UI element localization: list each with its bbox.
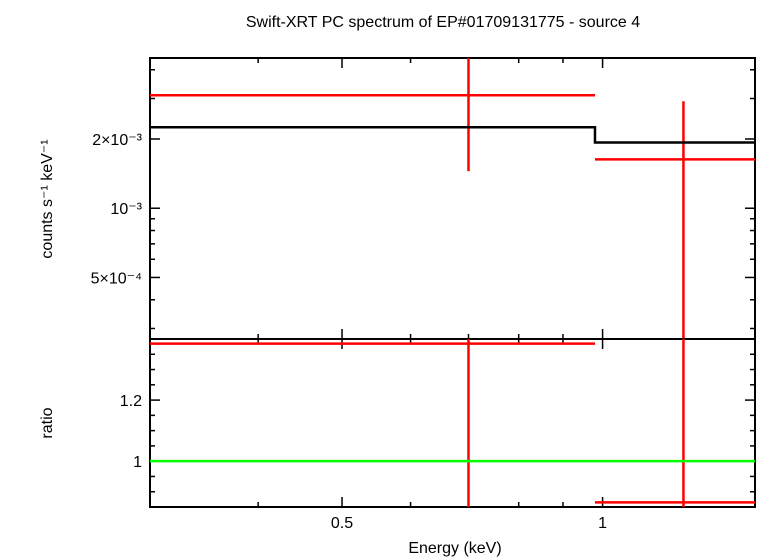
bottom-panel: 1 1.2 0.5 1: [120, 338, 756, 532]
chart-title: Swift-XRT PC spectrum of EP#01709131775 …: [246, 14, 640, 31]
top-panel-frame: [149, 57, 756, 340]
top-ytick-label: 2×10⁻³: [92, 132, 142, 149]
bottom-panel-frame: [149, 338, 756, 508]
bottom-ytick-label: 1: [133, 454, 142, 471]
top-ytick-label: 5×10⁻⁴: [91, 270, 142, 287]
top-panel-ylabel: counts s⁻¹ keV⁻¹: [39, 139, 56, 258]
bottom-ytick-label: 1.2: [120, 393, 142, 410]
x-tick-label: 0.5: [331, 515, 353, 532]
top-ytick-label: 10⁻³: [110, 201, 142, 218]
x-tick-label: 1: [598, 515, 607, 532]
x-axis-label: Energy (keV): [408, 540, 501, 557]
bottom-panel-ylabel: ratio: [39, 407, 56, 438]
model-step-line: [150, 125, 755, 144]
top-panel: 5×10⁻⁴ 10⁻³ 2×10⁻³: [91, 57, 756, 340]
